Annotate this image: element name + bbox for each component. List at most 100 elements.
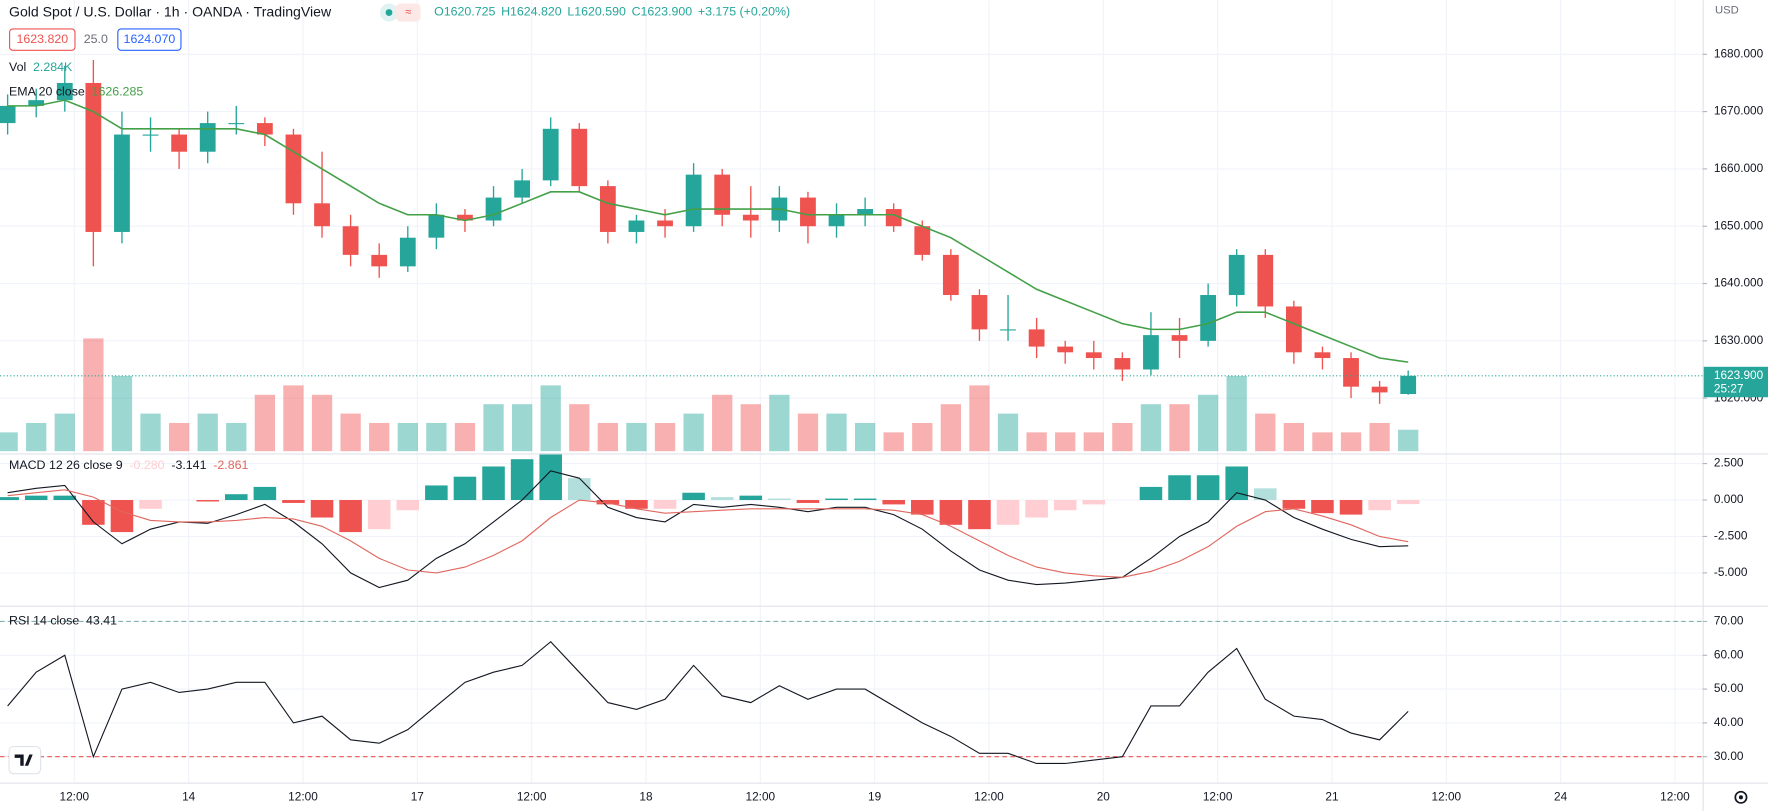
candle-body: [599, 186, 616, 232]
volume-bar: [683, 413, 704, 452]
x-tick-label: 17: [411, 789, 424, 803]
candle-body: [571, 128, 588, 187]
candle-body: [485, 197, 502, 221]
candle-body: [714, 174, 731, 215]
volume-bar: [597, 422, 619, 452]
countdown-label: 25:27: [1714, 381, 1744, 395]
status-symbol: ≈: [405, 7, 411, 19]
volume-bar: [83, 338, 104, 452]
grid-layer: [0, 0, 1703, 783]
settings-button[interactable]: [1734, 790, 1748, 804]
candle-body: [1028, 329, 1045, 347]
histogram-bar: [1339, 500, 1363, 515]
histogram-bar: [539, 453, 562, 501]
volume-bar: [397, 422, 418, 452]
histogram-bar: [110, 500, 134, 533]
candle-body: [371, 254, 388, 267]
spread: 25.0: [84, 32, 108, 46]
histogram-bar: [1225, 466, 1248, 501]
last-price-label: 1623.900: [1714, 368, 1764, 382]
candle-body: [1343, 358, 1359, 387]
volume-bar: [511, 404, 533, 452]
histogram-bar: [996, 500, 1020, 525]
y-tick-label: 1670.000: [1714, 104, 1764, 118]
candle-body: [85, 82, 102, 232]
legend-value: 2.284K: [33, 60, 73, 74]
candle-body: [742, 214, 759, 221]
volume-bar: [1340, 432, 1362, 452]
volume-bar: [912, 422, 933, 452]
legend-value: 43.41: [86, 614, 117, 628]
candle-body: [971, 294, 988, 330]
candle-body: [1085, 352, 1102, 359]
volume-bar: [654, 422, 676, 452]
y-tick-label: 1630.000: [1714, 333, 1764, 347]
tv-logo[interactable]: [8, 746, 42, 775]
candle-body: [1228, 254, 1245, 295]
legend: Vol 2.284K: [9, 60, 73, 74]
rsi-line: [7, 640, 1409, 765]
histogram-bar: [1254, 488, 1277, 501]
candle-body: [800, 197, 816, 227]
sell-button[interactable]: [9, 28, 76, 51]
x-tick-label: 20: [1097, 789, 1111, 803]
histogram-bar: [253, 486, 277, 501]
candle-body: [1285, 306, 1302, 353]
x-tick-label: 12:00: [60, 789, 90, 803]
status-dot: [385, 9, 393, 16]
data-layer: [0, 60, 1703, 765]
candle-body: [542, 128, 559, 181]
x-tick-label: 19: [868, 789, 882, 803]
histogram-bar: [1025, 500, 1048, 518]
legend: RSI 14 close 43.41: [9, 614, 117, 628]
candle-body: [399, 237, 416, 267]
candle-body: [914, 226, 931, 255]
candle-body: [1114, 358, 1131, 370]
candle-body: [171, 134, 188, 152]
candle-body: [457, 214, 473, 221]
candle-body: [256, 123, 273, 135]
histogram-bar: [225, 494, 248, 501]
legend: MACD 12 26 close 9 -0.280 -3.141 -2.861: [9, 458, 248, 472]
histogram-bar: [1139, 486, 1163, 501]
volume-bar: [26, 422, 47, 452]
histogram-bar: [768, 498, 791, 501]
candle-body: [1171, 335, 1188, 341]
y-tick-label: 40.00: [1714, 715, 1744, 729]
legend-name: Vol: [9, 60, 26, 74]
histogram-bar: [367, 500, 391, 530]
histogram-bar: [1082, 500, 1106, 505]
volume-bar: [311, 394, 333, 452]
candle-body: [28, 100, 45, 106]
histogram-bar: [710, 497, 734, 501]
ohlc-values: O1620.725 H1624.820 L1620.590 C1623.900 +3.1…: [434, 5, 790, 19]
x-tick-label: 12:00: [746, 789, 776, 803]
volume-bar: [797, 413, 819, 452]
buy-button[interactable]: [117, 28, 182, 51]
histogram-bar: [1196, 475, 1220, 501]
legend-title: RSI 14 close: [9, 614, 79, 628]
status-icon[interactable]: [395, 3, 421, 22]
volume-bar: [283, 385, 304, 452]
legend-value: -2.861: [213, 458, 248, 472]
histogram-bar: [653, 500, 677, 509]
volume-bar: [1083, 432, 1104, 452]
histogram-bar: [396, 500, 420, 511]
y-tick-label: 70.00: [1714, 614, 1744, 628]
volume-bar: [1055, 432, 1076, 452]
legend-value: 1626.285: [92, 85, 144, 99]
currency-label[interactable]: USD: [1715, 4, 1739, 16]
histogram-bar: [1053, 500, 1077, 511]
bid-price: 1623.820: [16, 32, 68, 46]
histogram-bar: [911, 500, 934, 515]
x-tick-label: 18: [639, 789, 653, 803]
histogram-bar: [1311, 500, 1334, 514]
histogram-bar: [310, 500, 334, 518]
volume-bar: [1255, 413, 1276, 452]
y-tick-label: 30.00: [1714, 749, 1744, 763]
legend-value: -0.280: [129, 458, 164, 472]
y-tick-label: 1680.000: [1714, 46, 1764, 60]
histogram-bar: [853, 498, 877, 501]
y-tick-label: -2.500: [1714, 529, 1748, 543]
